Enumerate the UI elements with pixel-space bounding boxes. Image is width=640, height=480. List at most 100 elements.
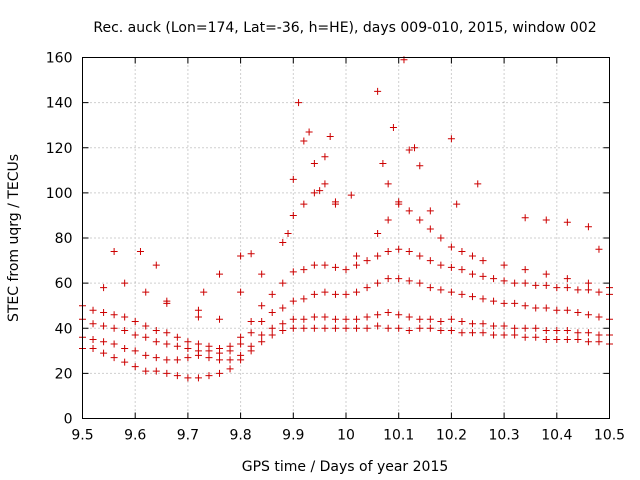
y-tick-label: 60 [55, 276, 73, 292]
data-point [384, 324, 392, 332]
data-point [247, 250, 255, 258]
data-point [563, 336, 571, 344]
data-point [316, 187, 324, 195]
data-point [258, 302, 266, 310]
y-tick-label: 20 [55, 366, 73, 382]
data-point [479, 272, 487, 280]
data-point [379, 160, 387, 168]
data-point [563, 218, 571, 226]
data-point [342, 290, 350, 298]
data-point [416, 279, 424, 287]
data-point [521, 333, 529, 341]
data-point [279, 304, 287, 312]
data-point [458, 266, 466, 274]
data-point [584, 286, 592, 294]
data-point [152, 338, 160, 346]
data-point [500, 322, 508, 330]
x-tick-label: 9.7 [177, 428, 199, 444]
data-point [532, 304, 540, 312]
data-point [131, 347, 139, 355]
data-point [216, 345, 224, 353]
data-point [405, 146, 413, 154]
data-point [426, 207, 434, 215]
data-point [353, 261, 361, 269]
data-point [595, 313, 603, 321]
data-point [542, 304, 550, 312]
data-point [521, 266, 529, 274]
data-point [216, 369, 224, 377]
data-point [136, 248, 144, 256]
data-point [237, 288, 245, 296]
data-point [453, 200, 461, 208]
data-point [289, 268, 297, 276]
data-point [490, 322, 498, 330]
data-point [490, 297, 498, 305]
data-points [79, 56, 613, 382]
data-point [405, 327, 413, 335]
data-point [395, 245, 403, 253]
data-point [268, 308, 276, 316]
data-point [411, 144, 419, 152]
data-point [500, 299, 508, 307]
data-point [284, 229, 292, 237]
x-tick-labels: 9.5 9.6 9.7 9.8 9.9 10 10.1 10.2 10.3 10.4 10.5 [71, 428, 625, 444]
data-point [574, 308, 582, 316]
data-point [542, 216, 550, 224]
data-point [353, 315, 361, 323]
data-point [458, 317, 466, 325]
data-point [574, 329, 582, 337]
data-point [310, 313, 318, 321]
data-point [500, 261, 508, 269]
data-point [563, 275, 571, 283]
data-point [194, 374, 202, 382]
x-tick-label: 10 [337, 428, 355, 444]
data-point [89, 320, 97, 328]
data-point [468, 293, 476, 301]
data-point [511, 299, 519, 307]
data-point [584, 279, 592, 287]
data-point [437, 234, 445, 242]
data-point [447, 243, 455, 251]
data-point [152, 367, 160, 375]
data-point [279, 239, 287, 247]
data-point [405, 313, 413, 321]
data-point [258, 270, 266, 278]
data-point [416, 216, 424, 224]
data-point [458, 248, 466, 256]
data-point [458, 290, 466, 298]
data-point [405, 207, 413, 215]
y-tick-label: 120 [46, 141, 73, 157]
data-point [511, 331, 519, 339]
data-point [395, 200, 403, 208]
data-point [553, 327, 561, 335]
data-point [289, 315, 297, 323]
data-point [194, 306, 202, 314]
data-point [342, 324, 350, 332]
data-point [384, 308, 392, 316]
data-point [310, 189, 318, 197]
data-point [331, 315, 339, 323]
data-point [395, 324, 403, 332]
data-point [490, 331, 498, 339]
data-point [405, 248, 413, 256]
data-point [363, 324, 371, 332]
data-point [374, 87, 382, 95]
data-point [542, 281, 550, 289]
data-point [247, 317, 255, 325]
data-point [542, 270, 550, 278]
y-tick-label: 100 [46, 186, 73, 202]
data-point [542, 336, 550, 344]
data-point [331, 263, 339, 271]
data-point [474, 180, 482, 188]
data-point [310, 261, 318, 269]
data-point [595, 288, 603, 296]
data-point [479, 257, 487, 265]
data-point [121, 358, 129, 366]
x-tick-label: 9.8 [229, 428, 251, 444]
data-point [447, 263, 455, 271]
data-point [289, 175, 297, 183]
data-point [384, 216, 392, 224]
data-point [374, 229, 382, 237]
data-point [326, 132, 334, 140]
data-point [216, 315, 224, 323]
